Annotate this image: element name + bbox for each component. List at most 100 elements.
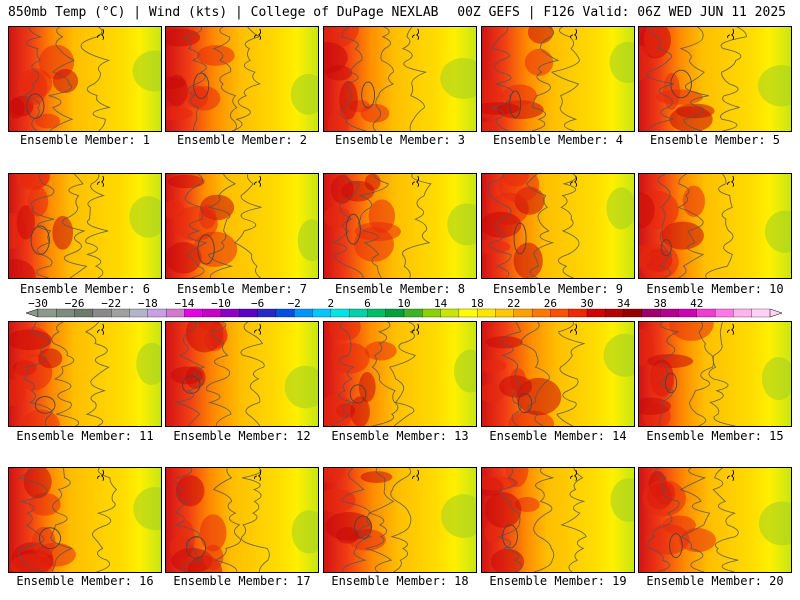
colorbar-tick-label: −2 xyxy=(288,298,301,310)
colorbar-tick-label: −6 xyxy=(251,298,264,310)
ensemble-member-label: Ensemble Member: 16 xyxy=(16,574,154,588)
colorbar-swatch xyxy=(165,308,185,318)
colorbar-tick-label: −26 xyxy=(65,298,85,310)
warm-anomaly xyxy=(192,231,238,267)
isotherm-contour xyxy=(705,174,734,278)
ensemble-map-panel xyxy=(8,26,162,132)
colorbar-tick-label: 14 xyxy=(434,298,448,310)
warm-anomaly xyxy=(682,185,706,217)
ensemble-map-panel xyxy=(8,321,162,427)
colorbar-swatch xyxy=(513,308,533,318)
ensemble-map-panel xyxy=(323,467,477,573)
cool-zone xyxy=(441,494,476,538)
isotherm-contour xyxy=(358,174,389,278)
warm-anomaly xyxy=(482,476,519,491)
warm-anomaly xyxy=(490,548,525,572)
warm-anomaly xyxy=(327,110,349,131)
cool-zone xyxy=(136,342,161,385)
colorbar-tick-label: 42 xyxy=(690,298,703,310)
colorbar-swatch xyxy=(385,308,405,318)
colorbar-swatch xyxy=(111,308,130,318)
cool-zone xyxy=(609,41,634,84)
closed-contour xyxy=(665,372,678,394)
warm-anomaly xyxy=(336,526,360,544)
isotherm-contour xyxy=(341,468,373,572)
ensemble-map-panel xyxy=(323,321,477,427)
closed-contour xyxy=(34,396,56,414)
warm-anomaly xyxy=(328,322,361,341)
warm-anomaly xyxy=(166,106,193,121)
warm-anomaly xyxy=(645,523,690,555)
temperature-colorbar: −30 −26 −22 −18 −14 −10 −6 −2 2 6 10 14 18 22 26 30 34 38… xyxy=(25,298,783,318)
warm-anomaly xyxy=(10,553,55,572)
isotherm-contour xyxy=(659,322,680,426)
cool-zone xyxy=(757,65,791,107)
warm-anomaly xyxy=(639,45,650,81)
isotherm-contour xyxy=(720,27,747,131)
isotherm-contour xyxy=(62,174,88,278)
warm-anomaly xyxy=(9,97,25,119)
closed-contour xyxy=(197,234,215,265)
ensemble-map-panel xyxy=(165,321,319,427)
warm-anomaly xyxy=(22,409,60,426)
colorbar-tick-label: 2 xyxy=(327,298,334,310)
isotherm-contour xyxy=(234,174,262,278)
coastline xyxy=(412,175,419,187)
coastline xyxy=(412,469,419,481)
closed-contour xyxy=(660,239,672,257)
warm-anomaly xyxy=(31,526,56,558)
isotherm-contour xyxy=(657,174,673,278)
warm-anomaly xyxy=(482,383,505,403)
warm-anomaly xyxy=(513,242,543,278)
isotherm-contour xyxy=(240,322,265,426)
ensemble-map-panel xyxy=(638,173,792,279)
isotherm-contour xyxy=(679,468,711,572)
warm-anomaly xyxy=(166,76,186,90)
isotherm-contour xyxy=(48,27,75,131)
coastline xyxy=(412,28,419,40)
isotherm-contour xyxy=(206,322,232,426)
colorbar-swatch xyxy=(348,308,368,318)
ensemble-member-label: Ensemble Member: 11 xyxy=(16,429,154,443)
colorbar-swatch xyxy=(714,308,734,318)
colorbar-swatch xyxy=(696,308,716,318)
warm-anomaly xyxy=(9,259,36,278)
colorbar-swatch xyxy=(220,308,240,318)
ensemble-map-panel xyxy=(8,467,162,573)
isotherm-contour xyxy=(402,174,432,278)
colorbar-tick-label: 6 xyxy=(364,298,371,310)
isotherm-contour xyxy=(496,468,523,572)
warm-anomaly xyxy=(350,396,370,426)
cool-zone xyxy=(606,187,634,230)
colorbar-swatch xyxy=(678,308,698,318)
closed-contour xyxy=(182,375,201,394)
colorbar-swatch xyxy=(660,308,679,318)
closed-contour xyxy=(502,524,518,549)
isotherm-contour xyxy=(22,322,53,426)
isotherm-contour xyxy=(339,27,366,131)
isotherm-contour xyxy=(240,468,270,572)
isotherm-contour xyxy=(212,27,238,131)
colorbar-swatch xyxy=(312,308,332,318)
cool-zone xyxy=(297,219,318,262)
warm-anomaly xyxy=(482,239,511,254)
isotherm-contour xyxy=(533,468,555,572)
colorbar-swatch xyxy=(586,308,606,318)
cool-zone xyxy=(447,203,476,246)
colorbar-swatch xyxy=(495,308,515,318)
ensemble-member-label: Ensemble Member: 6 xyxy=(19,282,151,296)
warm-anomaly xyxy=(28,492,61,516)
colorbar-swatch xyxy=(568,308,588,318)
ensemble-map-panel xyxy=(323,173,477,279)
coastline xyxy=(97,28,104,40)
isotherm-contour xyxy=(173,468,202,572)
colorbar-tick-label: −14 xyxy=(174,298,194,310)
closed-contour xyxy=(30,225,50,255)
colorbar-tick-label: −30 xyxy=(28,298,48,310)
cool-zone xyxy=(610,478,634,522)
coastline xyxy=(727,469,734,481)
isotherm-contour xyxy=(679,27,709,131)
coastline xyxy=(570,28,577,40)
isotherm-contour xyxy=(531,27,560,131)
warm-anomaly xyxy=(679,528,716,553)
